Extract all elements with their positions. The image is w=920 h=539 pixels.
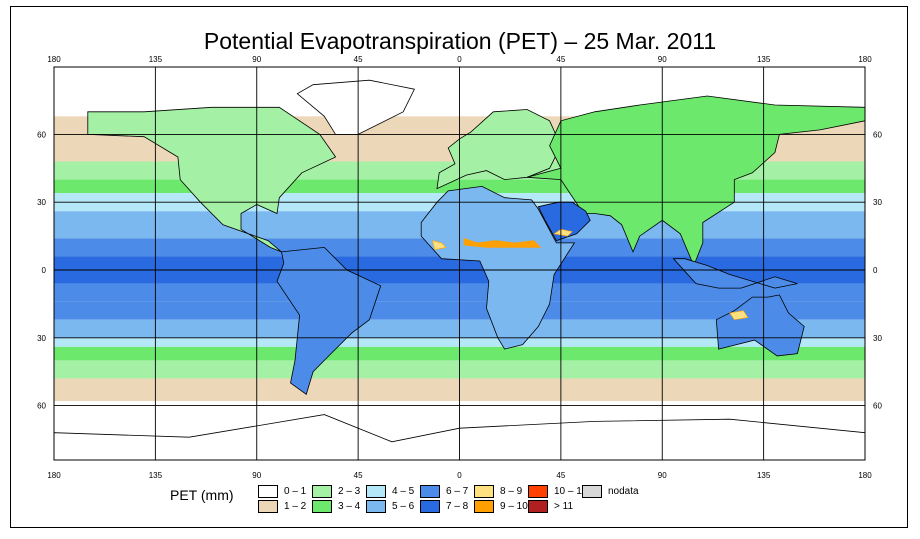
lon-tick-label: 90 — [658, 55, 667, 64]
high-pet-spots — [432, 228, 749, 321]
lat-tick-label: 30 — [873, 198, 882, 207]
hotspot — [729, 310, 749, 321]
lon-tick-label: 0 — [457, 471, 462, 480]
hotspot — [432, 240, 447, 251]
lat-tick-label: 60 — [37, 402, 46, 411]
legend-label: 6 – 7 — [446, 485, 469, 497]
map-border — [53, 66, 866, 461]
legend-label: 9 – 10 — [500, 500, 528, 512]
legend-swatch — [528, 499, 548, 513]
lon-tick-label: 180 — [858, 55, 872, 64]
map-title: Potential Evapotranspiration (PET) – 25 … — [203, 28, 717, 54]
lon-tick-label: 135 — [149, 55, 163, 64]
legend-label: 2 – 3 — [338, 485, 361, 497]
lat-tick-label: 0 — [873, 266, 878, 275]
lat-tick-label: 30 — [37, 198, 46, 207]
lon-tick-label: 90 — [252, 471, 261, 480]
lat-tick-label: 30 — [37, 334, 46, 343]
legend-swatch — [258, 499, 278, 513]
lon-tick-label: 90 — [252, 55, 261, 64]
north-america — [87, 106, 337, 253]
indonesia — [672, 258, 798, 289]
lon-tick-label: 45 — [354, 55, 363, 64]
legend-item: 6 – 7 — [420, 484, 468, 498]
lon-tick-label: 0 — [457, 55, 462, 64]
legend-label: 8 – 9 — [500, 485, 523, 497]
australia — [715, 294, 805, 357]
lon-tick-label: 180 — [47, 55, 61, 64]
lat-tick-label: 60 — [873, 402, 882, 411]
axis-tick-labels: 180 180 135 135 90 90 45 45 0 0 45 45 90 90 135 135 180 1… — [37, 55, 882, 480]
legend-item: 5 – 6 — [366, 499, 414, 513]
legend-swatch — [420, 499, 440, 513]
lat-tick-label: 60 — [37, 130, 46, 139]
legend-item: 2 – 3 — [312, 484, 360, 498]
hotspot — [553, 228, 573, 237]
europe — [436, 109, 562, 190]
asia — [526, 95, 865, 267]
legend-item: 1 – 2 — [258, 499, 306, 513]
legend-item: > 11 — [528, 499, 573, 513]
legend-swatch — [420, 484, 440, 498]
legend-label: > 11 — [554, 500, 573, 512]
legend-swatch — [474, 499, 494, 513]
legend-item: 10 – 11 — [528, 484, 587, 498]
legend-label: 5 – 6 — [392, 500, 415, 512]
legend-swatch — [582, 484, 602, 498]
graticule — [54, 67, 865, 460]
legend-item: nodata — [582, 484, 639, 498]
legend-item: 0 – 1 — [258, 484, 306, 498]
lon-tick-label: 90 — [658, 471, 667, 480]
legend-item: 9 – 10 — [474, 499, 528, 513]
lon-tick-label: 135 — [149, 471, 163, 480]
lon-tick-label: 180 — [858, 471, 872, 480]
lat-tick-label: 0 — [42, 266, 47, 275]
legend-swatch — [474, 484, 494, 498]
legend-label: 7 – 8 — [446, 500, 469, 512]
legend-label: nodata — [608, 485, 639, 497]
legend-swatch — [366, 484, 386, 498]
legend-swatch — [312, 484, 332, 498]
lon-tick-label: 135 — [757, 55, 771, 64]
legend-item: 7 – 8 — [420, 499, 468, 513]
legend-item: 3 – 4 — [312, 499, 360, 513]
legend-title: PET (mm) — [170, 487, 234, 503]
legend-label: 10 – 11 — [554, 485, 587, 497]
greenland — [296, 79, 415, 135]
legend-item: 8 – 9 — [474, 484, 522, 498]
legend-swatch — [312, 499, 332, 513]
lat-tick-label: 60 — [873, 130, 882, 139]
lon-tick-label: 45 — [556, 471, 565, 480]
legend-label: 1 – 2 — [284, 500, 307, 512]
lon-tick-label: 135 — [757, 471, 771, 480]
legend-item: 4 – 5 — [366, 484, 414, 498]
legend-swatch — [366, 499, 386, 513]
legend-label: 3 – 4 — [338, 500, 361, 512]
lat-tick-label: 30 — [873, 334, 882, 343]
lon-tick-label: 45 — [354, 471, 363, 480]
legend-swatch — [258, 484, 278, 498]
legend-label: 0 – 1 — [284, 485, 307, 497]
hotspot — [463, 237, 542, 248]
legend-swatch — [528, 484, 548, 498]
lon-tick-label: 45 — [556, 55, 565, 64]
lon-tick-label: 180 — [47, 471, 61, 480]
legend-label: 4 – 5 — [392, 485, 415, 497]
